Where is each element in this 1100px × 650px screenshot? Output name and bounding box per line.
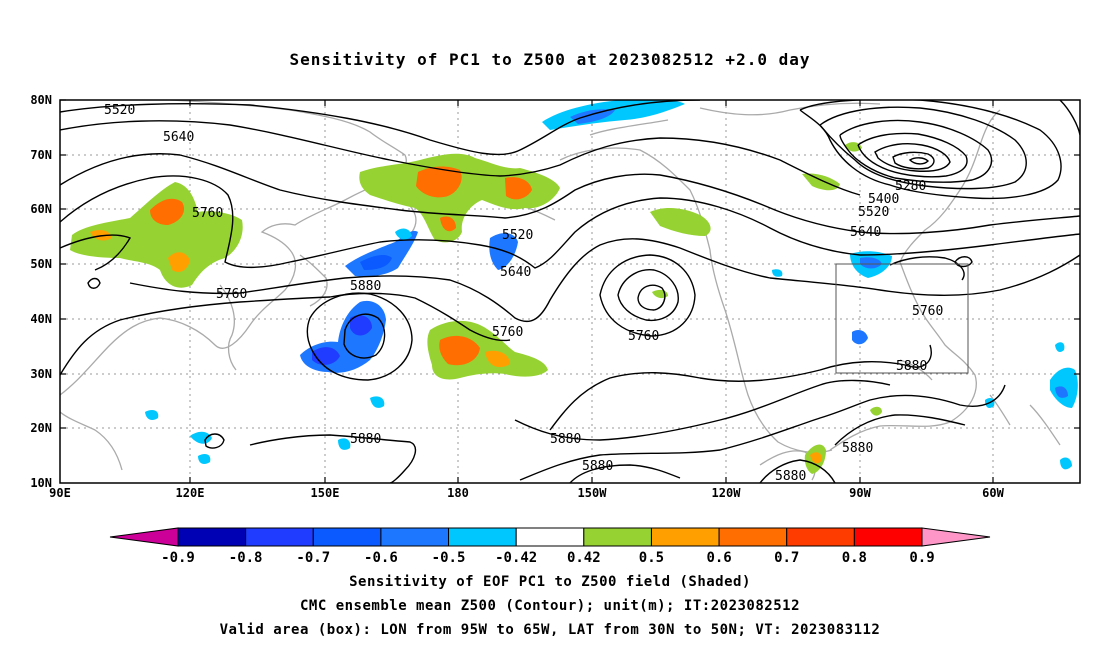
plot-frame	[59, 99, 1081, 484]
lat-tick-label: 60N	[30, 202, 52, 216]
colorbar-tick-label: 0.6	[706, 550, 731, 566]
lat-tick-labels: 80N 70N 60N 50N 40N 30N 20N 10N	[30, 93, 52, 490]
contour-labels: 5520 5640 5760 5760 5520 5640 5760 5760 …	[104, 103, 943, 484]
lat-tick-label: 70N	[30, 148, 52, 162]
lon-tick-label: 90E	[49, 486, 71, 500]
contour-label: 5880	[842, 441, 873, 456]
colorbar-tick-label: 0.8	[842, 550, 867, 566]
lon-tick-label: 60W	[982, 486, 1004, 500]
lat-tick-label: 10N	[30, 476, 52, 490]
colorbar-tick-label: -0.7	[296, 550, 330, 566]
colorbar-labels: -0.9 -0.8 -0.7 -0.6 -0.5 -0.42 0.42 0.5 0.6 0.7 0.…	[161, 550, 935, 566]
lat-tick-label: 20N	[30, 421, 52, 435]
colorbar-tick-label: 0.7	[774, 550, 799, 566]
lon-tick-label: 150E	[311, 486, 340, 500]
colorbar-swatch	[583, 527, 652, 547]
map-title: Sensitivity of PC1 to Z500 at 2023082512…	[289, 50, 811, 69]
contour-label: 5880	[582, 459, 613, 474]
colorbar-tick-label: 0.42	[567, 550, 601, 566]
lat-tick-label: 40N	[30, 312, 52, 326]
colorbar-tick-label: -0.9	[161, 550, 195, 566]
contour-label: 5640	[163, 130, 194, 145]
caption-valid-area: Valid area (box): LON from 95W to 65W, L…	[219, 622, 881, 638]
lon-tick-label: 90W	[849, 486, 871, 500]
colorbar-swatch	[245, 527, 314, 547]
caption-contour: CMC ensemble mean Z500 (Contour); unit(m…	[299, 598, 800, 614]
contour-label: 5640	[500, 265, 531, 280]
colorbar-end-triangle	[921, 527, 991, 547]
tick-marks	[60, 99, 1080, 483]
plot-area	[60, 100, 1080, 483]
contour-label: 5520	[858, 205, 889, 220]
contour-label: 5520	[104, 103, 135, 118]
contour-label: 5760	[912, 304, 943, 319]
contour-label: 5760	[628, 329, 659, 344]
contour-label: 5760	[192, 206, 223, 221]
lat-tick-label: 80N	[30, 93, 52, 107]
contour-label: 5880	[350, 279, 381, 294]
lat-tick-label: 50N	[30, 257, 52, 271]
colorbar-tick-label: 0.5	[639, 550, 664, 566]
contour-label: 5400	[868, 192, 899, 207]
colorbar-tick-label: -0.5	[432, 550, 466, 566]
contour-label: 5280	[895, 179, 926, 194]
valid-area-box	[835, 263, 969, 374]
contour-label: 5760	[492, 325, 523, 340]
lat-tick-label: 30N	[30, 367, 52, 381]
colorbar-swatch	[718, 527, 788, 547]
colorbar-tick-label: -0.6	[364, 550, 398, 566]
colorbar-swatch	[515, 527, 585, 547]
colorbar-swatch	[380, 527, 450, 547]
colorbar-swatch	[312, 527, 382, 547]
lon-tick-labels: 90E 120E 150E 180 150W 120W 90W 60W	[49, 486, 1004, 500]
lon-tick-label: 180	[447, 486, 469, 500]
caption-shading: Sensitivity of EOF PC1 to Z500 field (Sh…	[349, 574, 751, 590]
contour-label: 5520	[502, 228, 533, 243]
colorbar-tick-label: -0.42	[495, 550, 537, 566]
colorbar-end-triangle	[109, 527, 179, 547]
lon-tick-label: 150W	[578, 486, 608, 500]
contour-label: 5880	[550, 432, 581, 447]
colorbar-swatch	[786, 527, 855, 547]
contour-label: 5880	[350, 432, 381, 447]
contour-label: 5880	[775, 469, 806, 484]
colorbar-swatch	[448, 527, 517, 547]
colorbar-tick-label: -0.8	[229, 550, 263, 566]
contour-label: 5880	[896, 359, 927, 374]
colorbar-tick-label: 0.9	[909, 550, 934, 566]
contour-label: 5640	[850, 225, 881, 240]
lon-tick-label: 120E	[176, 486, 205, 500]
z500-contours	[60, 100, 1080, 483]
colorbar-swatch	[177, 527, 247, 547]
lon-tick-label: 120W	[712, 486, 742, 500]
colorbar-swatch	[853, 527, 923, 547]
colorbar-swatch	[650, 527, 720, 547]
contour-label: 5760	[216, 287, 247, 302]
colorbar	[109, 527, 991, 547]
